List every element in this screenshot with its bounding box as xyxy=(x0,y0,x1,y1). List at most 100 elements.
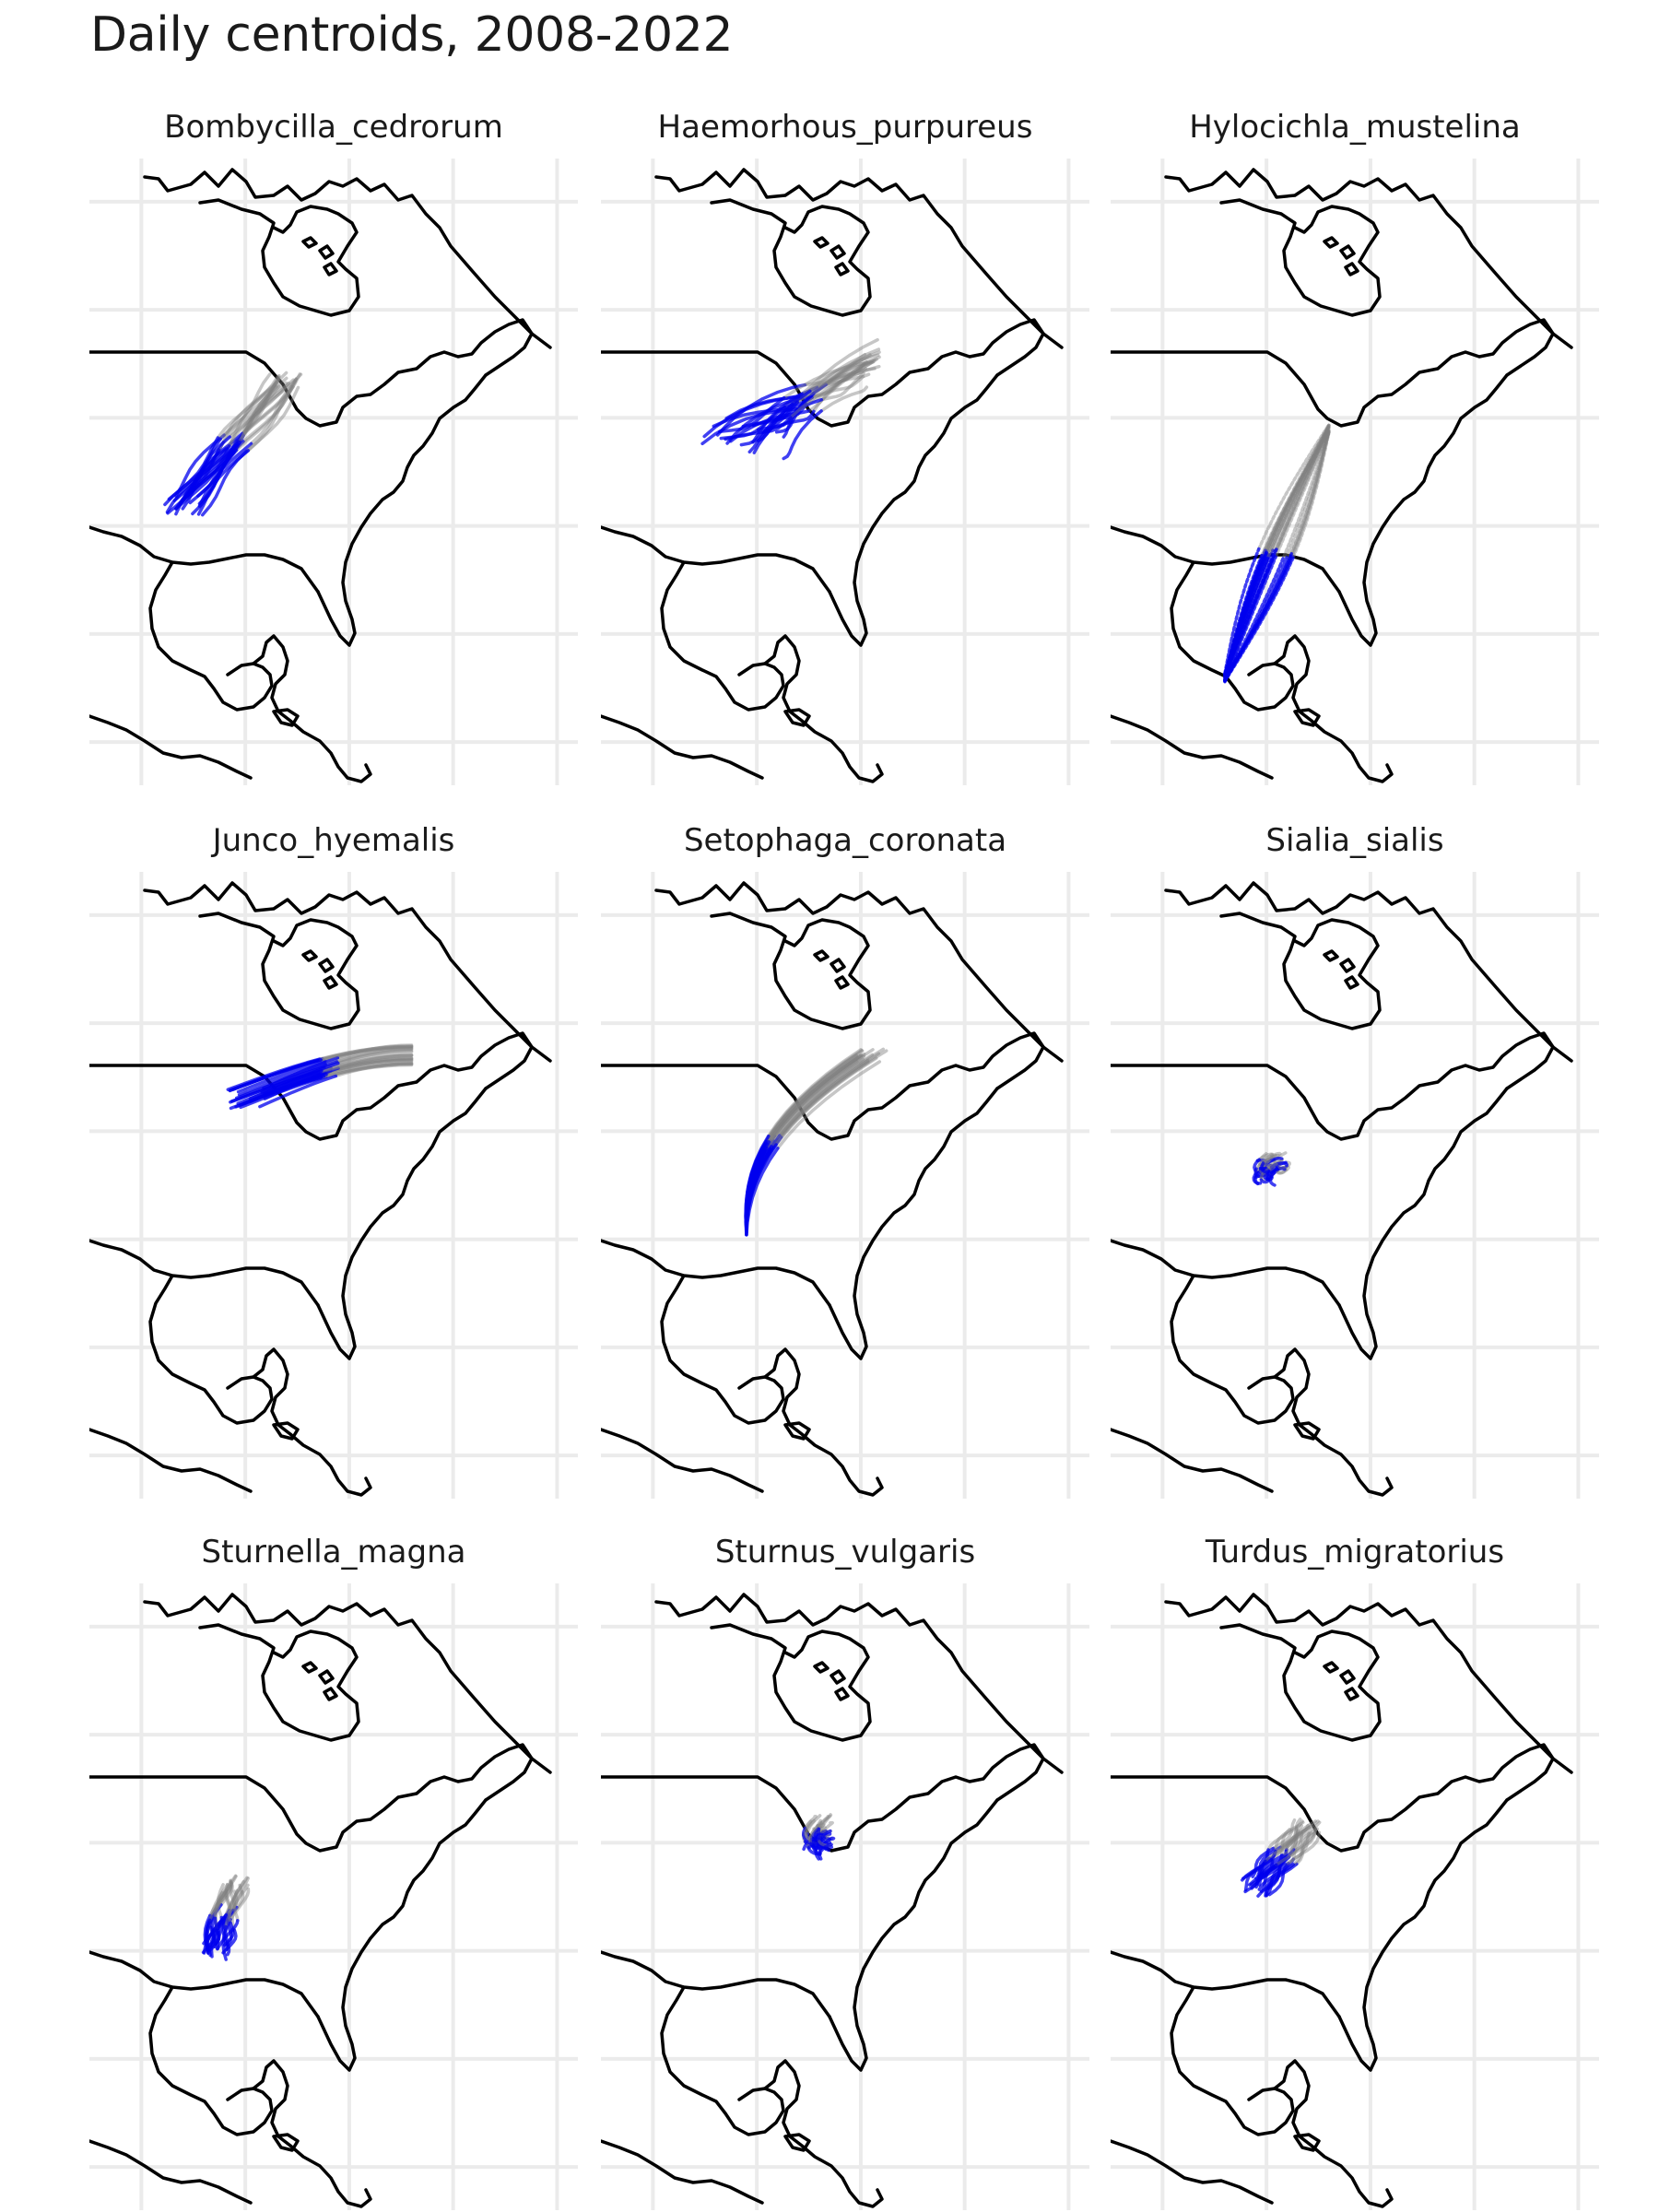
centroid-track xyxy=(1265,426,1331,554)
facet-map xyxy=(1111,872,1599,1499)
facet-label: Turdus_migratorius xyxy=(1205,1534,1505,1571)
centroid-track xyxy=(1265,429,1331,558)
centroid-track xyxy=(1271,1818,1297,1851)
centroid-track xyxy=(1272,429,1331,559)
coastline xyxy=(1344,975,1359,990)
facet-map xyxy=(89,1583,578,2210)
coastline xyxy=(1164,881,1573,1063)
centroid-track xyxy=(770,1060,870,1150)
facet-label: Junco_hyemalis xyxy=(212,822,455,859)
centroid-track xyxy=(335,1043,414,1060)
coastline xyxy=(1337,1087,1509,1360)
coastline xyxy=(89,1347,372,1497)
centroid-track xyxy=(819,371,865,402)
centroid-track xyxy=(806,1845,822,1856)
coastline xyxy=(143,168,552,349)
facet-label: Sturnella_magna xyxy=(201,1534,466,1571)
centroid-track xyxy=(239,376,288,442)
graticule xyxy=(89,159,578,785)
coastline xyxy=(301,1661,318,1674)
coastline xyxy=(830,1669,846,1685)
centroid-track xyxy=(258,1074,338,1109)
centroid-track xyxy=(819,385,869,413)
coastline xyxy=(301,949,318,962)
centroid-track xyxy=(1291,1819,1318,1852)
coastline xyxy=(143,881,552,1063)
centroid-track xyxy=(823,1845,834,1851)
coastline xyxy=(813,949,830,962)
centroid-track xyxy=(782,359,876,400)
coastline xyxy=(834,262,850,276)
centroid-track xyxy=(244,385,300,453)
centroid-track xyxy=(772,1053,875,1143)
centroid-track xyxy=(789,364,881,419)
centroid-track xyxy=(1257,423,1331,551)
coastline xyxy=(1111,525,1341,712)
centroid-track xyxy=(766,1053,862,1145)
centroid-track xyxy=(806,359,877,413)
centroid-track xyxy=(1269,1161,1288,1170)
coastline xyxy=(783,708,811,727)
centroid-track xyxy=(223,1877,250,1918)
centroid-track xyxy=(766,1053,863,1144)
coastline xyxy=(89,2059,372,2208)
coastline xyxy=(1293,1421,1321,1441)
centroid-track xyxy=(246,385,295,453)
centroid-track xyxy=(216,1883,225,1920)
centroid-track xyxy=(222,372,272,437)
centroid-track xyxy=(197,441,253,508)
centroid-track xyxy=(216,1919,240,1951)
centroid-track xyxy=(1280,1824,1304,1857)
facet-map xyxy=(601,159,1089,785)
centroid-track xyxy=(336,1053,414,1070)
centroid-track xyxy=(808,359,869,399)
coastline xyxy=(1337,373,1509,647)
centroid-track xyxy=(815,1826,828,1837)
coastline xyxy=(1344,262,1359,276)
coastline xyxy=(830,244,846,260)
centroid-track xyxy=(241,371,288,436)
centroid-track xyxy=(208,1880,232,1918)
centroid-track xyxy=(241,372,301,437)
facet-map xyxy=(89,872,578,1499)
centroid-track xyxy=(324,1050,414,1066)
centroid-track xyxy=(1290,429,1331,558)
coastline xyxy=(1293,2133,1321,2152)
centroid-track xyxy=(1284,1827,1317,1861)
centroid-track xyxy=(225,383,276,451)
facet-map xyxy=(89,159,578,785)
centroid-track xyxy=(817,1828,832,1845)
centroid-track xyxy=(1264,1829,1300,1864)
coastline xyxy=(1344,1687,1359,1701)
coastline xyxy=(1339,1669,1356,1685)
centroid-track xyxy=(234,384,294,453)
centroid-track xyxy=(745,1143,778,1233)
centroid-track xyxy=(768,1057,865,1147)
centroid-track xyxy=(229,1887,251,1922)
graticule xyxy=(89,872,578,1499)
centroid-track xyxy=(232,1888,240,1923)
centroid-track xyxy=(804,1819,814,1841)
centroid-track xyxy=(238,378,295,444)
coastline xyxy=(828,373,999,647)
centroid-track xyxy=(262,1055,340,1090)
coastline xyxy=(601,634,884,783)
centroid-track xyxy=(1279,1824,1313,1857)
centroid-track xyxy=(172,437,222,502)
coastline xyxy=(830,958,846,973)
coastline xyxy=(834,975,850,990)
centroid-track xyxy=(1282,430,1331,559)
coastline xyxy=(1111,1950,1341,2136)
centroid-track xyxy=(1289,428,1331,556)
coastline xyxy=(783,1421,811,1441)
coastline xyxy=(1337,1798,1509,2072)
coastline xyxy=(1164,168,1573,349)
coastline xyxy=(828,1798,999,2072)
centroid-track xyxy=(1223,555,1277,683)
centroid-track xyxy=(223,1890,231,1917)
coastline xyxy=(834,1687,850,1701)
centroid-track xyxy=(821,1820,834,1834)
centroid-track xyxy=(806,1814,822,1836)
coastline xyxy=(1293,708,1321,727)
centroid-track xyxy=(1274,1820,1305,1853)
